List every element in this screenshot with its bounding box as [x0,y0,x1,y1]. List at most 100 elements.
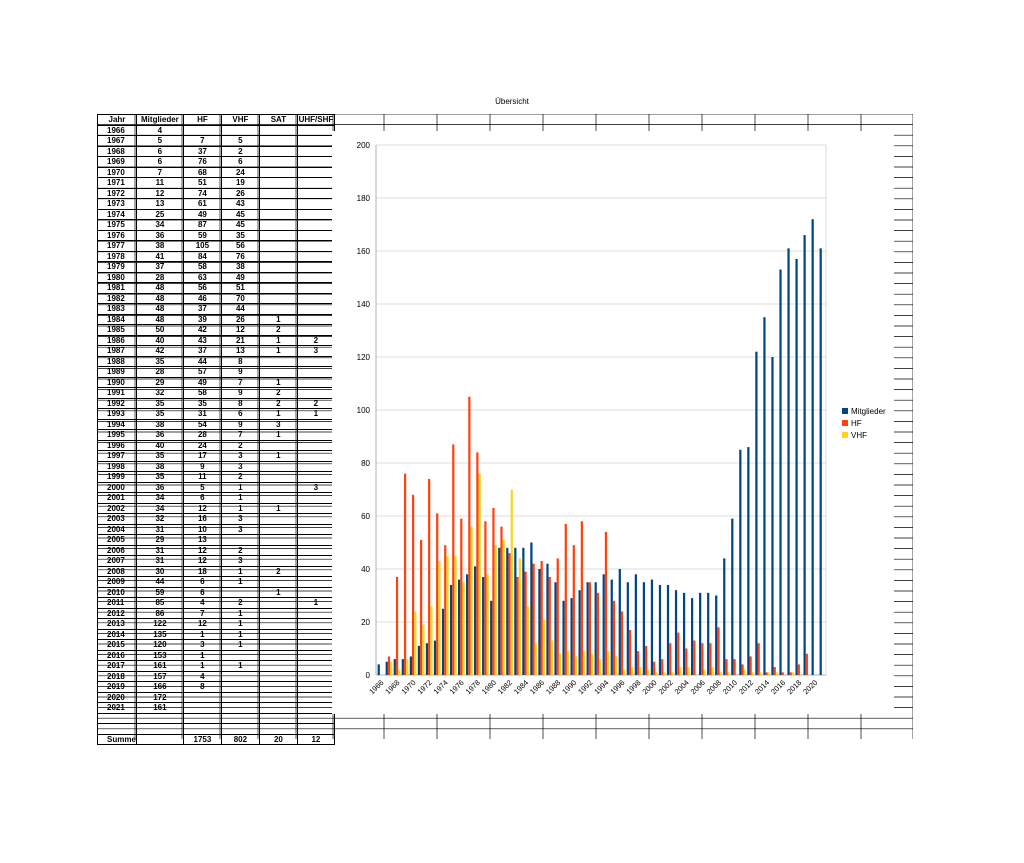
column-header: Jahr [97,114,137,126]
column-header: Mitglieder [135,114,184,126]
table-cell: 1966 [97,124,137,136]
table-cell: 76 [220,250,260,262]
bar-mitglieder [546,563,549,675]
bar-mitglieder [401,659,404,675]
bar-hf [645,645,648,675]
bar-hf [556,558,559,675]
bar-vhf [671,672,674,675]
table-cell: 45 [220,219,260,231]
bar-mitglieder [586,582,589,675]
table-row: 1979 37 58 38 [97,261,335,273]
table-cell: 172 [135,691,184,703]
bar-hf [524,571,527,675]
table-cell: 122 [135,618,184,630]
table-cell: 2006 [97,544,137,556]
bar-hf [403,473,407,675]
table-cell: 2016 [97,649,137,661]
bar-mitglieder [682,592,686,675]
table-cell: 44 [220,303,260,315]
table-cell: 1 [258,450,298,462]
y-tick-label: 20 [361,618,370,627]
table-cell [182,723,222,735]
table-cell: 31 [135,544,184,556]
table-cell: 2 [296,397,335,409]
table-cell [296,628,335,640]
summary-cell: 12 [296,733,335,745]
bar-vhf [623,669,626,675]
table-cell [296,418,335,430]
y-tick-label: 40 [361,565,370,574]
table-cell [296,502,335,514]
table-cell: 40 [135,334,184,346]
table-row: 1999 35 11 2 [97,471,335,483]
bar-vhf [454,555,457,675]
bar-vhf [398,669,401,675]
bar-hf [500,526,503,675]
table-cell: 32 [135,513,184,525]
table-cell [296,460,335,472]
table-cell: 31 [135,523,184,535]
table-cell [296,555,335,567]
table-cell [258,187,298,199]
table-cell: 153 [135,649,184,661]
table-cell: 161 [135,702,184,714]
table-cell [220,670,260,682]
table-cell [258,555,298,567]
x-tick-label: 2016 [769,678,787,696]
x-tick-label: 1994 [592,678,610,696]
x-tick-label: 1988 [544,678,562,696]
bar-hf [548,576,551,675]
table-cell: 35 [135,450,184,462]
bar-vhf [478,473,481,675]
table-cell: 25 [135,208,184,220]
table-cell: 5 [135,135,184,147]
x-tick-label: 2014 [753,678,771,696]
bar-mitglieder [626,582,629,675]
bar-vhf [566,651,570,675]
bar-vhf [486,574,489,675]
table-cell [258,240,298,252]
table-cell: 48 [135,282,184,294]
table-cell [220,586,260,598]
bar-hf [733,659,736,675]
table-cell: 1970 [97,166,137,178]
table-cell: 1991 [97,387,137,399]
bar-mitglieder [642,582,646,675]
table-cell: 1 [220,660,260,672]
table-cell [258,250,298,262]
bar-vhf [751,672,754,675]
table-cell: 135 [135,628,184,640]
summary-cell [135,733,184,745]
table-cell: 7 [182,135,222,147]
table-cell: 1 [258,376,298,388]
table-cell: 1 [220,607,260,619]
bar-mitglieder [787,248,790,675]
bar-hf [757,643,760,675]
table-cell [258,481,298,493]
table-row: 2007 31 12 3 [97,555,335,567]
table-row: 1968 6 37 2 [97,145,335,157]
table-cell [296,229,335,241]
bar-hf [669,643,672,675]
table-cell: 1978 [97,250,137,262]
table-cell: 166 [135,681,184,693]
bar-mitglieder [691,598,694,675]
table-cell: 36 [135,429,184,441]
bar-hf [452,444,455,675]
bar-mitglieder [482,576,485,675]
x-tick-label: 1978 [464,678,482,696]
table-cell: 51 [182,177,222,189]
table-cell: 35 [220,229,260,241]
table-cell: 19 [220,177,260,189]
table-cell: 43 [182,334,222,346]
table-cell: 8 [182,681,222,693]
table-cell [296,712,335,724]
table-cell [296,513,335,525]
table-row: 1993 35 31 6 1 1 [97,408,335,420]
bar-vhf [550,640,554,675]
table-cell: 34 [135,502,184,514]
table-cell: 32 [135,387,184,399]
table-cell: 1999 [97,471,137,483]
bar-vhf [631,667,634,675]
table-row: 1989 28 57 9 [97,366,335,378]
